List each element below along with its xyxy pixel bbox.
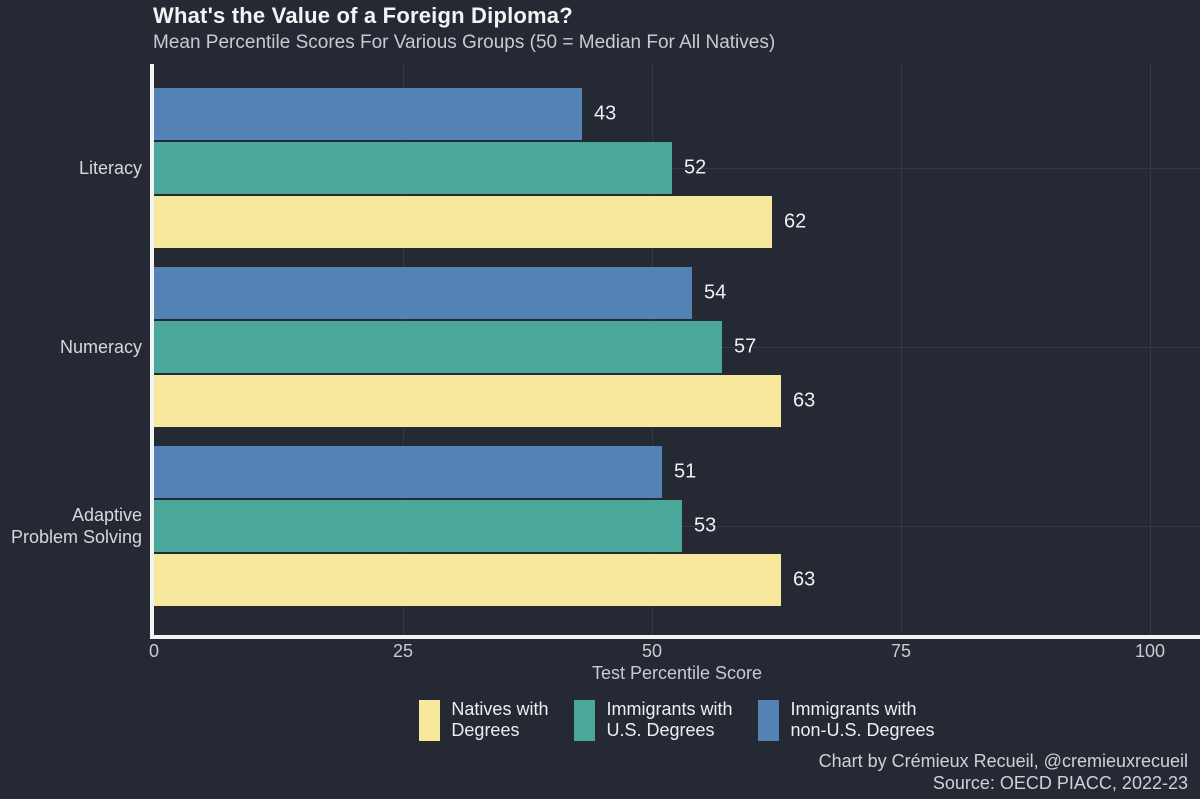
- bar-value-label: 62: [784, 210, 807, 233]
- gridline-x-75: [901, 64, 902, 635]
- bar-value-label: 51: [674, 460, 697, 483]
- bar-value-label: 63: [793, 568, 816, 591]
- legend-item-natives: Natives with Degrees: [419, 699, 548, 741]
- bar-0-cat-2: [154, 554, 781, 606]
- x-tick-label-100: 100: [1134, 641, 1166, 661]
- legend-label-natives: Natives with Degrees: [451, 699, 549, 740]
- bar-value-label: 53: [694, 514, 717, 537]
- x-tick-label-75: 75: [890, 641, 912, 661]
- credit-source: Source: OECD PIACC, 2022-23: [932, 773, 1188, 793]
- legend-item-non-us-degrees: Immigrants with non-U.S. Degrees: [758, 699, 935, 741]
- x-axis-title: Test Percentile Score: [591, 663, 763, 683]
- x-tick-label-50: 50: [641, 641, 663, 661]
- page-subtitle: Mean Percentile Scores For Various Group…: [153, 32, 776, 53]
- x-tick-label-25: 25: [392, 641, 414, 661]
- bar-value-label: 63: [793, 389, 816, 412]
- legend-label-us-degrees: Immigrants with U.S. Degrees: [606, 699, 733, 740]
- legend-item-us-degrees: Immigrants with U.S. Degrees: [574, 699, 732, 741]
- legend: Natives with Degrees Immigrants with U.S…: [154, 699, 1200, 741]
- x-axis-line: [150, 635, 1200, 639]
- legend-swatch-natives-icon: [419, 699, 441, 741]
- legend-swatch-non-us-degrees-icon: [758, 699, 780, 741]
- bar-2-cat-2: [154, 446, 662, 498]
- legend-label-non-us-degrees: Immigrants with non-U.S. Degrees: [790, 699, 935, 740]
- gridline-x-100: [1150, 64, 1151, 635]
- bar-1-cat-1: [154, 321, 722, 373]
- bar-value-label: 54: [704, 281, 727, 304]
- page-title: What's the Value of a Foreign Diploma?: [153, 3, 573, 28]
- bar-value-label: 52: [684, 156, 707, 179]
- bar-value-label: 57: [734, 335, 757, 358]
- x-tick-label-0: 0: [148, 641, 160, 661]
- category-label-1: Numeracy: [59, 337, 142, 357]
- credits: Chart by Crémieux Recueil, @cremieuxrecu…: [819, 750, 1188, 794]
- gridline-y-0: [154, 168, 1200, 169]
- category-label-2: Adaptive Problem Solving: [10, 505, 142, 547]
- bar-2-cat-1: [154, 267, 692, 319]
- credit-chart-by: Chart by Crémieux Recueil, @cremieuxrecu…: [818, 751, 1188, 771]
- bar-1-cat-2: [154, 500, 682, 552]
- plot-panel: 43 52 62 54 57 63 51 53 63 0 25 50 75 100: [149, 64, 1200, 661]
- y-axis-line: [150, 64, 154, 639]
- bar-1-cat-0: [154, 142, 672, 194]
- bar-0-cat-1: [154, 375, 781, 427]
- bar-value-label: 43: [594, 102, 617, 125]
- y-axis-category-labels: Literacy Numeracy Adaptive Problem Solving: [0, 64, 142, 635]
- bar-2-cat-0: [154, 88, 582, 140]
- bar-0-cat-0: [154, 196, 772, 248]
- legend-swatch-us-degrees-icon: [574, 699, 596, 741]
- category-label-0: Literacy: [78, 158, 142, 178]
